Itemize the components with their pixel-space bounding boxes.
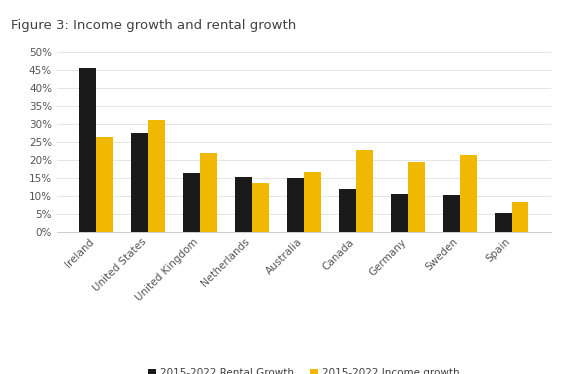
Text: Figure 3: Income growth and rental growth: Figure 3: Income growth and rental growt… — [11, 19, 296, 32]
Bar — [391, 194, 408, 232]
Bar — [495, 213, 512, 232]
Bar — [252, 183, 269, 232]
Bar — [183, 172, 200, 232]
Bar — [339, 190, 356, 232]
Bar — [96, 137, 112, 232]
Bar — [200, 153, 216, 232]
Bar — [356, 150, 373, 232]
Bar — [512, 202, 528, 232]
Legend: 2015-2022 Rental Growth, 2015-2022 Income growth: 2015-2022 Rental Growth, 2015-2022 Incom… — [144, 364, 464, 374]
Bar — [80, 68, 96, 232]
Bar — [148, 120, 165, 232]
Bar — [443, 195, 460, 232]
Bar — [131, 133, 148, 232]
Bar — [304, 172, 320, 232]
Bar — [408, 162, 424, 232]
Bar — [287, 178, 304, 232]
Bar — [460, 155, 477, 232]
Bar — [235, 177, 252, 232]
